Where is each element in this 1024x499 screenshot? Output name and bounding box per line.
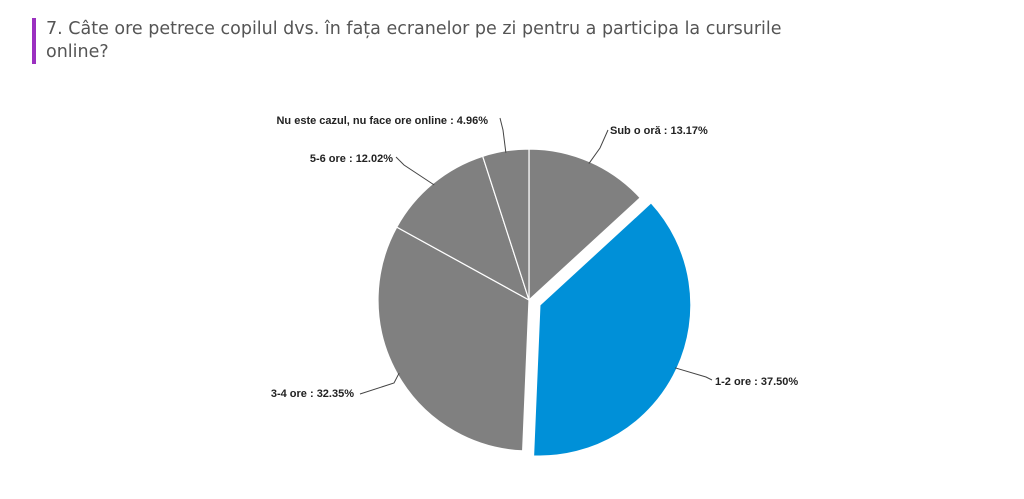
question-text: 7. Câte ore petrece copilul dvs. în fața… [46,19,782,62]
slice-label-4: 5-6 ore : 12.02% [310,153,393,165]
leader-line-4 [395,156,435,186]
pie-labels: Sub o oră : 13.17% 1-2 ore : 37.50% 3-4 or… [271,115,799,400]
pie-slice-4 [395,155,531,302]
slice-label-5: Nu este cazul, nu face ore online : 4.96… [276,115,488,127]
leader-line-1 [588,129,609,164]
slice-label-2: 1-2 ore : 37.50% [715,376,798,388]
pie-slices [377,148,692,457]
pie-slice-3 [377,226,530,452]
slice-label-1: Sub o oră : 13.17% [610,125,708,137]
slice-label-3: 3-4 ore : 32.35% [271,388,354,400]
question-title: 7. Câte ore petrece copilul dvs. în fața… [32,18,806,64]
leader-line-2 [674,367,713,381]
leader-line-5 [499,117,507,153]
leader-line-3 [359,372,400,395]
